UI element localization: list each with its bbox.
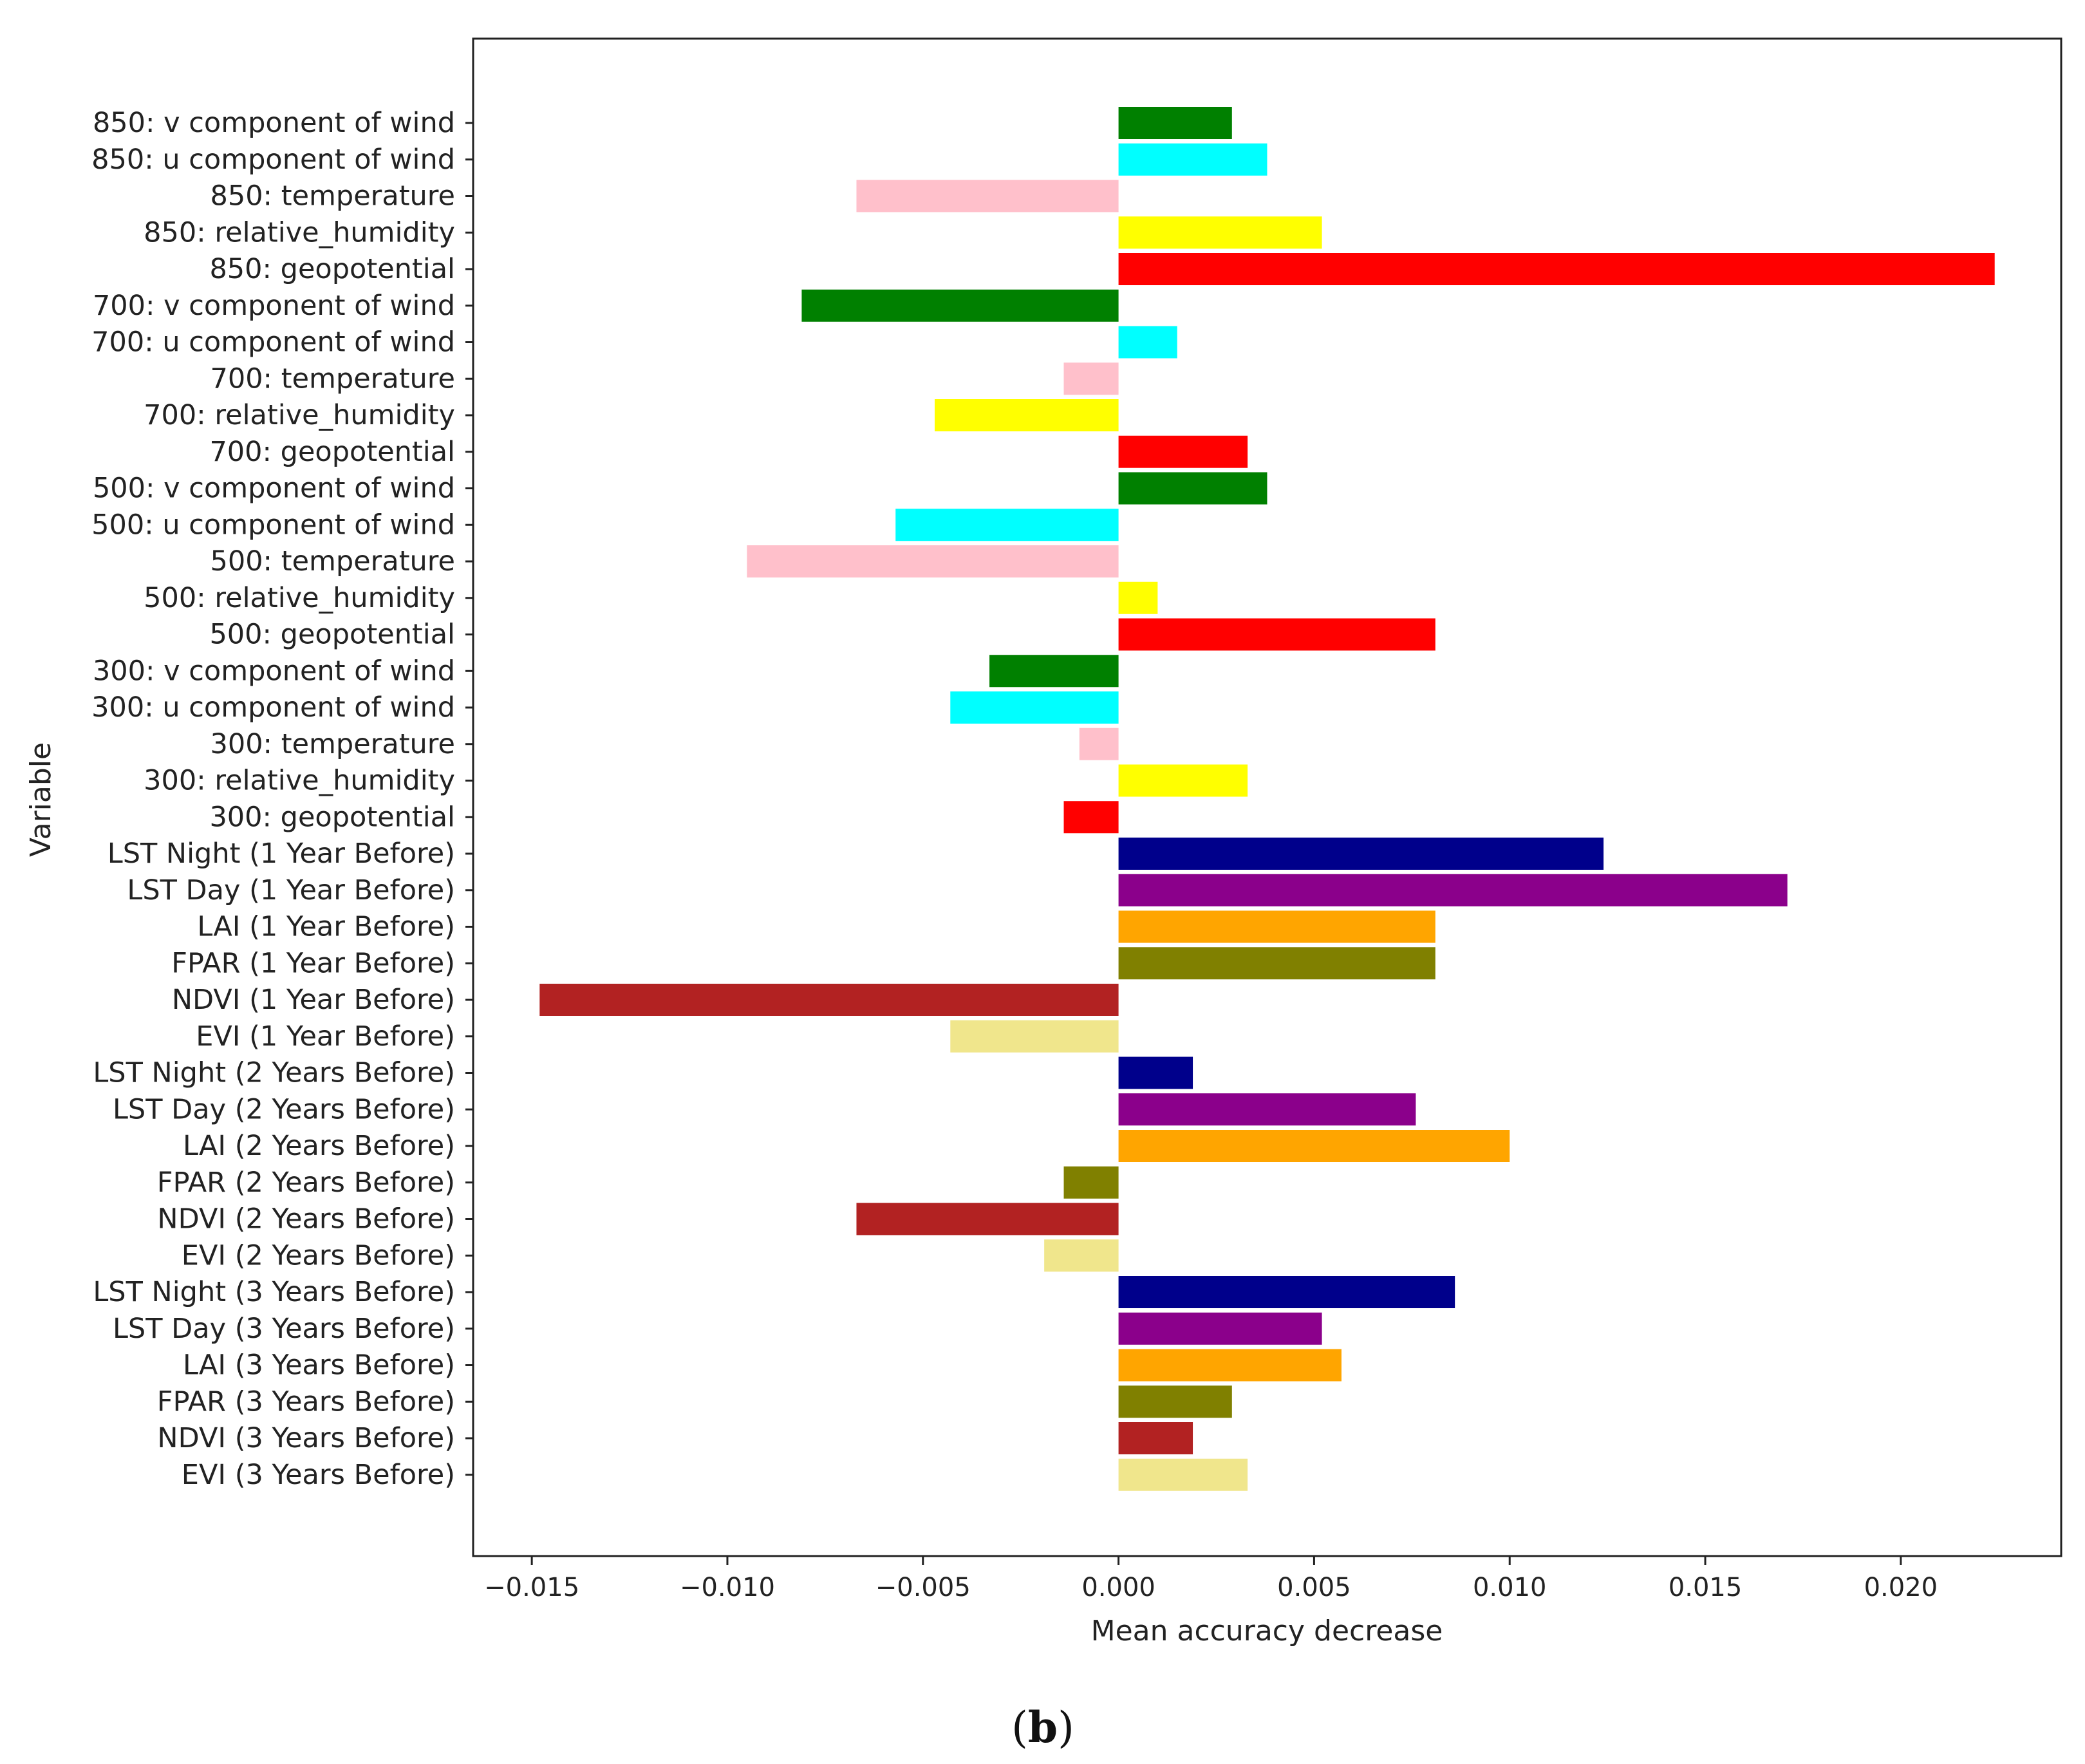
bar: [856, 1203, 1119, 1235]
bar: [747, 545, 1119, 577]
y-tick-label: 500: u component of wind: [91, 509, 455, 541]
plot-area-frame: [472, 37, 2062, 1557]
bar: [1118, 581, 1158, 614]
bar: [1118, 1093, 1416, 1126]
y-tick-label: 300: u component of wind: [91, 691, 455, 724]
y-tick-label: 700: u component of wind: [91, 326, 455, 359]
y-tick-label: NDVI (3 Years Before): [157, 1422, 455, 1454]
y-tick-label: 500: relative_humidity: [144, 582, 455, 614]
x-tick-label: 0.000: [1081, 1573, 1155, 1602]
bar: [1044, 1239, 1119, 1272]
y-tick-label: LST Day (2 Years Before): [113, 1093, 455, 1125]
bar: [1118, 1458, 1248, 1491]
y-tick-label: LST Day (3 Years Before): [113, 1313, 455, 1345]
bar: [1063, 1166, 1119, 1199]
y-tick-label: 850: temperature: [210, 180, 455, 212]
y-tick-label: FPAR (3 Years Before): [157, 1385, 455, 1418]
y-tick-label: LAI (1 Year Before): [197, 911, 455, 943]
bar: [856, 180, 1119, 212]
bar: [1118, 838, 1604, 870]
y-tick-label: LST Night (2 Years Before): [93, 1057, 455, 1089]
y-axis-category-labels: 850: v component of wind 850: u component…: [91, 107, 473, 1491]
bar: [1118, 1385, 1232, 1418]
bar: [1079, 727, 1119, 760]
y-tick-label: NDVI (1 Year Before): [172, 984, 455, 1016]
y-tick-label: EVI (3 Years Before): [182, 1459, 455, 1491]
bar: [539, 984, 1119, 1016]
bars-group: [539, 107, 1995, 1491]
y-tick-label: 700: relative_humidity: [144, 399, 455, 431]
bar: [1118, 947, 1435, 980]
bar: [1118, 435, 1248, 468]
bar: [950, 1020, 1119, 1053]
y-tick-label: 300: v component of wind: [93, 655, 455, 687]
bar: [1118, 1056, 1193, 1089]
y-tick-label: LST Day (1 Year Before): [127, 874, 455, 906]
y-tick-label: LST Night (3 Years Before): [93, 1276, 455, 1308]
bar: [801, 289, 1119, 322]
y-tick-label: 850: geopotential: [209, 253, 455, 285]
bar: [1118, 216, 1322, 249]
y-tick-label: EVI (2 Years Before): [182, 1239, 455, 1271]
x-tick-label: −0.005: [875, 1573, 971, 1602]
bar: [935, 399, 1119, 431]
bar: [950, 691, 1119, 724]
y-tick-label: 500: geopotential: [209, 619, 455, 651]
y-tick-label: 500: temperature: [210, 545, 455, 577]
panel-letter: b: [1028, 1702, 1058, 1752]
bar: [1118, 764, 1248, 797]
y-tick-label: NDVI (2 Years Before): [157, 1203, 455, 1235]
bar: [1118, 253, 1995, 285]
x-tick-label: 0.015: [1669, 1573, 1743, 1602]
bar: [1118, 472, 1267, 505]
x-axis-ticks: −0.015 −0.010 −0.005 0.000 0.005 0.010 0.015 0.…: [484, 1556, 1938, 1602]
panel-label: (b): [1011, 1702, 1074, 1752]
y-tick-label: 700: geopotential: [209, 436, 455, 468]
y-tick-label: 300: temperature: [210, 728, 455, 760]
bar: [989, 655, 1119, 688]
bar: [1118, 1130, 1510, 1162]
bar: [1118, 143, 1267, 176]
y-tick-label: 850: u component of wind: [91, 144, 455, 176]
bar: [1118, 874, 1788, 906]
x-tick-label: −0.015: [484, 1573, 579, 1602]
y-tick-label: 850: relative_humidity: [144, 216, 455, 249]
y-tick-label: FPAR (2 Years Before): [157, 1167, 455, 1199]
y-tick-label: 300: relative_humidity: [144, 765, 455, 797]
y-tick-label: 700: temperature: [210, 362, 455, 395]
bar: [1118, 910, 1435, 943]
bar: [1063, 362, 1119, 395]
y-tick-label: EVI (1 Year Before): [196, 1020, 455, 1053]
bar: [1118, 1422, 1193, 1454]
y-tick-label: FPAR (1 Year Before): [171, 947, 455, 979]
x-tick-label: −0.010: [680, 1573, 775, 1602]
y-tick-label: 700: v component of wind: [93, 290, 455, 322]
y-tick-label: LAI (2 Years Before): [183, 1130, 455, 1162]
bar: [1118, 618, 1435, 651]
y-tick-label: LAI (3 Years Before): [183, 1349, 455, 1382]
bar: [1118, 1349, 1342, 1382]
x-tick-label: 0.010: [1473, 1573, 1547, 1602]
bar: [1118, 107, 1232, 139]
y-tick-label: 850: v component of wind: [93, 107, 455, 139]
y-axis-label: Variable: [24, 742, 57, 857]
x-axis-label: Mean accuracy decrease: [1091, 1615, 1443, 1647]
bar: [1118, 326, 1177, 359]
x-tick-label: 0.005: [1277, 1573, 1351, 1602]
y-tick-label: 300: geopotential: [209, 801, 455, 833]
bar: [895, 509, 1119, 541]
x-tick-label: 0.020: [1864, 1573, 1938, 1602]
y-tick-label: LST Night (1 Year Before): [108, 838, 455, 870]
bar: [1118, 1276, 1455, 1308]
bar: [1063, 801, 1119, 834]
y-tick-label: 500: v component of wind: [93, 473, 455, 505]
bar: [1118, 1312, 1322, 1345]
